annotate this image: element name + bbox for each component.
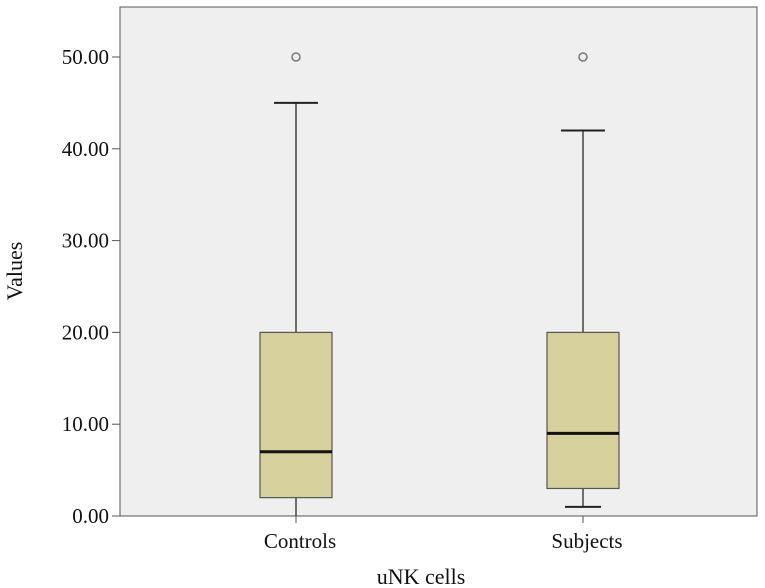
box-controls <box>259 52 333 516</box>
y-axis: 0.00 10.00 20.00 30.00 40.00 50.00 <box>62 45 120 528</box>
box-subjects <box>546 52 620 508</box>
plot-area <box>119 6 758 517</box>
y-tick-label: 10.00 <box>62 412 109 436</box>
y-axis-title: Values <box>2 242 27 301</box>
box-series <box>259 52 620 516</box>
outlier-point <box>578 52 588 62</box>
x-tick-label-controls: Controls <box>264 529 336 553</box>
y-tick-label: 30.00 <box>62 229 109 253</box>
y-tick-label: 40.00 <box>62 137 109 161</box>
y-tick-label: 20.00 <box>62 320 109 344</box>
outlier-point <box>291 52 301 62</box>
x-axis-title: uNK cells <box>377 564 466 588</box>
x-tick-label-subjects: Subjects <box>551 529 622 553</box>
iqr-box <box>546 331 620 490</box>
y-tick-label: 50.00 <box>62 45 109 69</box>
y-tick-label: 0.00 <box>72 504 109 528</box>
x-axis: Controls Subjects <box>264 516 623 553</box>
iqr-box <box>259 331 333 499</box>
